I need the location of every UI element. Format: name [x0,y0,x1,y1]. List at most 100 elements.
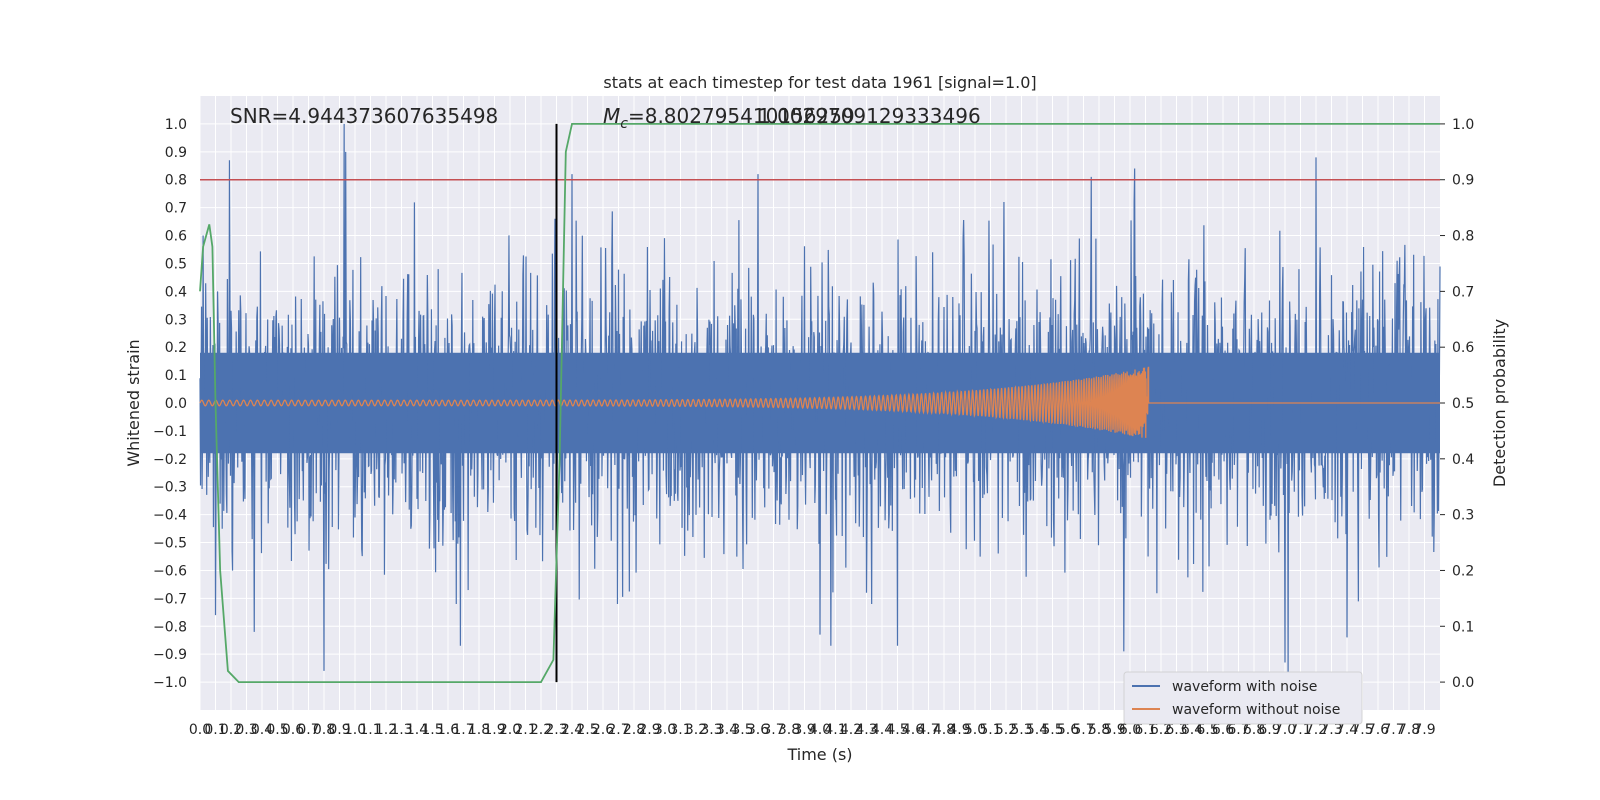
x-tick-label: 5.6 [1057,722,1079,738]
x-tick-label: 2.7 [607,722,629,738]
x-tick-label: 6.9 [1258,722,1280,738]
x-tick-label: 2.4 [561,722,583,738]
y-tick-label: −0.3 [153,480,187,496]
y-tick-label: −0.6 [153,563,187,579]
x-tick-label: 4.8 [933,722,955,738]
y-tick-label: 0.6 [165,229,187,245]
series-waveform-without-noise [199,366,1440,438]
x-tick-label: 7.4 [1336,722,1358,738]
x-tick-label: 6.7 [1227,722,1249,738]
x-tick-label: 2.1 [514,722,536,738]
y2-tick-label: 0.2 [1452,563,1474,579]
x-tick-label: 4.6 [902,722,924,738]
x-tick-label: 4.5 [886,722,908,738]
x-tick-label: 2.9 [638,722,660,738]
y2-axis-label: Detection probability [1490,319,1509,487]
x-axis-label: Time (s) [786,745,852,764]
y-tick-label: −1.0 [153,675,187,691]
x-tick-label: 2.5 [576,722,598,738]
x-tick-label: 4.7 [917,722,939,738]
overlap-annotation: 1.0029709129333496 [758,104,981,128]
y-tick-label: 0.1 [165,368,187,384]
y-tick-label: −0.4 [153,508,187,524]
y-axis-right: 1.0 0.9 0.8 0.7 0.6 0.5 0.4 0.3 0.2 0.1 0.0 [1440,117,1474,691]
x-tick-label: 6.0 [1119,722,1141,738]
x-tick-label: 0.8 [313,722,335,738]
x-tick-label: 3.2 [685,722,707,738]
x-tick-label: 3.6 [747,722,769,738]
x-tick-label: 5.5 [1041,722,1063,738]
y-tick-label: 0.5 [165,256,187,272]
legend-frame [1123,671,1363,725]
x-tick-label: 7.2 [1305,722,1327,738]
x-tick-label: 5.0 [964,722,986,738]
x-tick-label: 4.4 [871,722,893,738]
y-tick-label: 0.9 [165,145,187,161]
y2-tick-label: 0.5 [1452,396,1474,412]
x-tick-label: 3.3 [700,722,722,738]
series-detection-probability [199,123,1440,683]
x-axis: 0.00.10.20.30.40.50.60.70.80.91.01.11.21… [189,722,1436,738]
noise-line [199,123,1441,683]
x-tick-label: 7.6 [1367,722,1389,738]
x-tick-label: 6.6 [1212,722,1234,738]
x-tick-label: 3.4 [716,722,738,738]
x-tick-label: 5.3 [1010,722,1032,738]
x-tick-label: 6.2 [1150,722,1172,738]
y2-tick-label: 0.8 [1452,229,1474,245]
x-tick-label: 1.6 [437,722,459,738]
x-tick-label: 0.3 [235,722,257,738]
x-tick-label: 6.5 [1196,722,1218,738]
x-tick-label: 7.5 [1351,722,1373,738]
x-tick-label: 7.0 [1274,722,1296,738]
x-tick-label: 6.8 [1243,722,1265,738]
y2-tick-label: 0.6 [1452,340,1474,356]
x-tick-label: 0.6 [282,722,304,738]
y-axis-label: Whitened strain [124,339,143,466]
chart-title: stats at each timestep for test data 196… [603,73,1036,92]
y-tick-label: −0.1 [153,424,187,440]
y2-tick-label: 0.0 [1452,675,1474,691]
x-tick-label: 7.1 [1289,722,1311,738]
x-tick-label: 3.7 [762,722,784,738]
x-tick-label: 5.8 [1088,722,1110,738]
y-tick-label: −0.7 [153,591,187,607]
reference-lines [200,123,1440,683]
x-tick-label: 1.8 [468,722,490,738]
x-tick-label: 5.1 [979,722,1001,738]
y2-tick-label: 0.3 [1452,508,1474,524]
x-tick-label: 3.5 [731,722,753,738]
x-tick-label: 5.9 [1103,722,1125,738]
x-tick-label: 1.7 [452,722,474,738]
y2-tick-label: 0.7 [1452,284,1474,300]
x-tick-label: 4.2 [840,722,862,738]
x-tick-label: 0.0 [189,722,211,738]
x-tick-label: 5.2 [995,722,1017,738]
chirp-mass-symbol: M [603,104,620,128]
y2-tick-label: 0.4 [1452,452,1474,468]
y2-tick-label: 0.9 [1452,173,1474,189]
x-tick-label: 3.8 [778,722,800,738]
y-tick-label: −0.2 [153,452,187,468]
x-tick-label: 0.9 [328,722,350,738]
x-tick-label: 1.0 [344,722,366,738]
chirp-mass-annotation: Mc=8.802795410156259 [603,104,855,132]
x-tick-label: 3.1 [669,722,691,738]
x-tick-label: 7.8 [1398,722,1420,738]
x-tick-label: 4.3 [855,722,877,738]
x-tick-label: 3.0 [654,722,676,738]
x-tick-label: 4.9 [948,722,970,738]
y-tick-label: 1.0 [165,117,187,133]
x-tick-label: 0.2 [220,722,242,738]
y2-tick-label: 0.1 [1452,619,1474,635]
y-axis-left: 1.0 0.9 0.8 0.7 0.6 0.5 0.4 0.3 0.2 0.1 0.0 −0.1 −0.… [153,117,187,691]
chirp-line [199,366,1440,438]
x-tick-label: 7.3 [1320,722,1342,738]
y-tick-label: 0.0 [165,396,187,412]
y2-tick-label: 1.0 [1452,117,1474,133]
legend-label-clean: waveform without noise [1172,702,1340,718]
x-tick-label: 2.6 [592,722,614,738]
x-tick-label: 5.7 [1072,722,1094,738]
x-tick-label: 5.4 [1026,722,1048,738]
x-tick-label: 2.8 [623,722,645,738]
